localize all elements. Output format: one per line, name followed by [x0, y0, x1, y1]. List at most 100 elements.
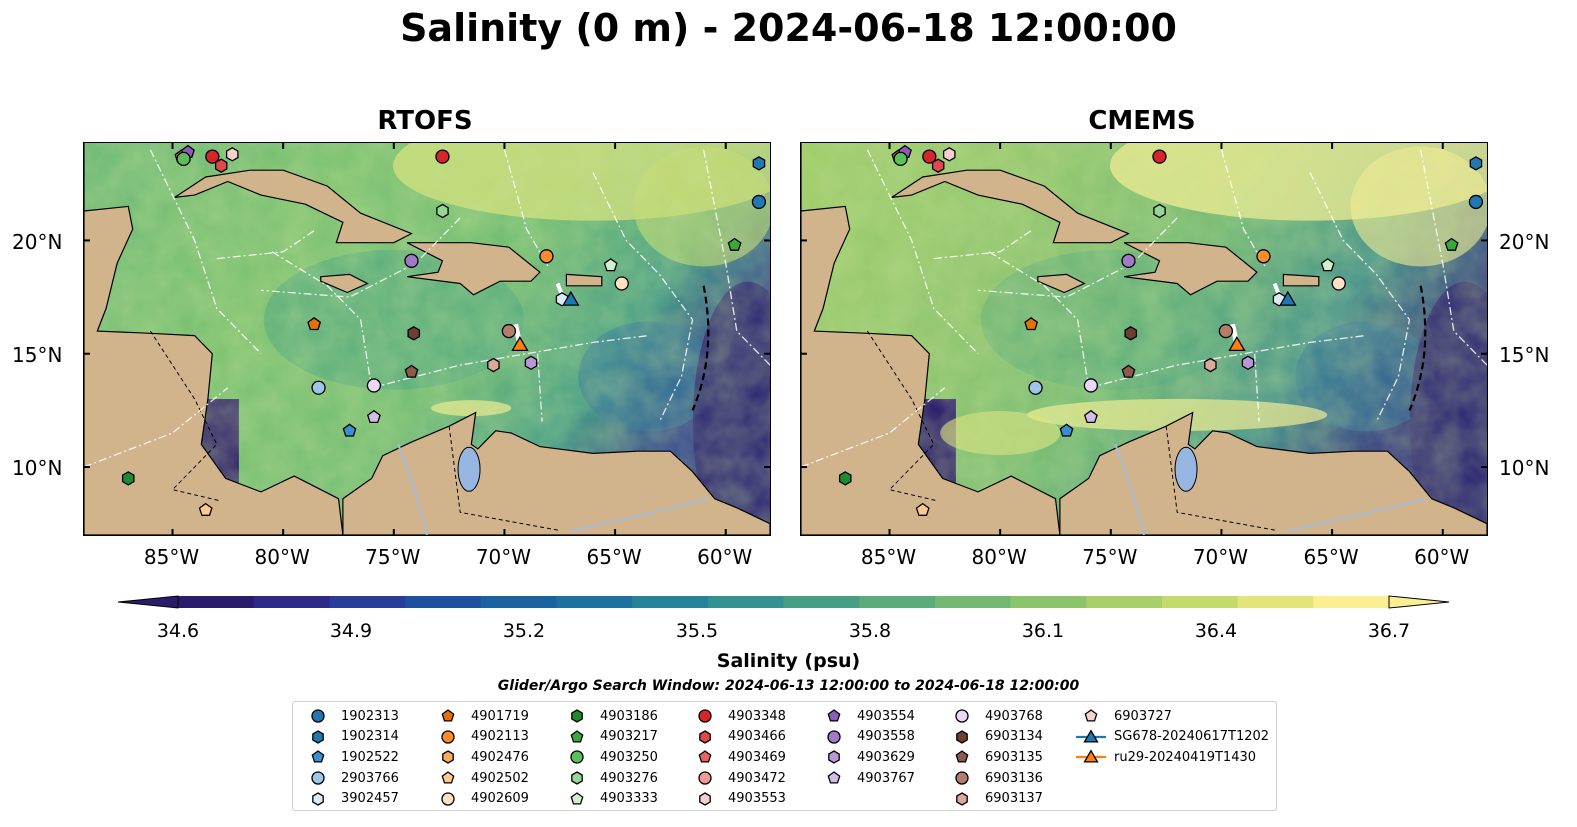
argo-float-4903768[interactable]: [1083, 378, 1099, 393]
argo-float-1902313[interactable]: [751, 194, 767, 210]
legend-marker[interactable]: [571, 709, 583, 724]
argo-float-4903217[interactable]: [1444, 237, 1459, 251]
legend-marker[interactable]: [827, 771, 841, 784]
legend-marker[interactable]: [441, 730, 455, 744]
argo-float-4903276[interactable]: [436, 203, 449, 219]
legend-marker[interactable]: [442, 750, 454, 765]
argo-float-4903558[interactable]: [404, 253, 419, 268]
glider-SG678-20240617T1202[interactable]: [1279, 290, 1297, 306]
legend-marker[interactable]: [441, 792, 455, 806]
legend-marker[interactable]: [698, 750, 712, 764]
legend-marker[interactable]: [699, 791, 711, 806]
legend-marker[interactable]: [956, 791, 968, 806]
argo-float-6903134[interactable]: [407, 326, 421, 341]
argo-float-4902113[interactable]: [1256, 249, 1271, 264]
argo-float-4903348[interactable]: [1152, 149, 1167, 164]
argo-float-4902609[interactable]: [614, 276, 629, 291]
argo-float-6903135[interactable]: [1121, 364, 1136, 378]
argo-float-1902313[interactable]: [1468, 194, 1484, 210]
argo-float-4903466[interactable]: [214, 158, 228, 173]
argo-float-4903767[interactable]: [1083, 409, 1098, 424]
legend-marker[interactable]: [828, 750, 840, 765]
argo-float-4903276[interactable]: [1153, 203, 1166, 219]
argo-float-4903348[interactable]: [435, 149, 450, 164]
legend-marker[interactable]: [698, 771, 712, 785]
argo-float-4903768[interactable]: [366, 378, 382, 393]
map-panel-rtofs[interactable]: [83, 142, 771, 536]
argo-float-4903348[interactable]: [922, 149, 937, 164]
argo-float-4903186[interactable]: [121, 471, 135, 486]
argo-float-4903553[interactable]: [942, 147, 956, 162]
argo-float-4903186[interactable]: [838, 471, 852, 486]
argo-float-6903136[interactable]: [501, 323, 517, 339]
legend-marker[interactable]: [571, 771, 583, 785]
argo-float-4903250[interactable]: [176, 151, 191, 167]
argo-float-4903466[interactable]: [931, 158, 945, 173]
legend-marker[interactable]: [570, 791, 584, 805]
legend-marker-icon: [698, 771, 712, 785]
argo-float-1902522[interactable]: [342, 423, 357, 437]
argo-float-4901719[interactable]: [1024, 316, 1039, 331]
legend-marker[interactable]: [1083, 729, 1099, 743]
argo-float-2903766[interactable]: [1028, 380, 1043, 395]
lon-label-85w-cmems: 85°W: [860, 545, 917, 569]
argo-float-4903348[interactable]: [205, 149, 220, 164]
legend-marker[interactable]: [311, 750, 325, 764]
glider-ru29-20240419T1430[interactable]: [1228, 335, 1246, 352]
glider-ru29-20240419T1430[interactable]: [511, 335, 529, 352]
argo-float-4903250[interactable]: [893, 151, 908, 167]
legend-marker[interactable]: [311, 709, 325, 723]
argo-float-4902502[interactable]: [198, 502, 213, 516]
legend-marker[interactable]: [827, 730, 841, 744]
argo-float-4903217[interactable]: [727, 237, 742, 251]
legend-column: 4903186 4903217 4903250 4903276 4903333: [562, 706, 658, 809]
legend-marker[interactable]: [827, 709, 841, 722]
argo-float-4901719[interactable]: [307, 316, 322, 331]
argo-float-4902113[interactable]: [539, 249, 554, 264]
legend-marker[interactable]: [955, 771, 969, 785]
legend-marker[interactable]: [955, 709, 969, 723]
legend-marker[interactable]: [570, 750, 584, 765]
argo-float-4903629[interactable]: [1241, 355, 1255, 371]
legend-marker[interactable]: [312, 730, 324, 744]
argo-float-1902314[interactable]: [752, 156, 766, 171]
argo-float-4903553[interactable]: [225, 147, 239, 162]
argo-float-6903135[interactable]: [404, 364, 419, 378]
argo-float-4902609[interactable]: [1331, 276, 1346, 291]
argo-float-4903558[interactable]: [1121, 253, 1136, 268]
argo-float-6903137[interactable]: [1204, 357, 1217, 373]
argo-float-4903333[interactable]: [603, 258, 618, 272]
argo-float-6903136[interactable]: [1218, 323, 1234, 339]
colorbar-tick-label: 36.4: [1194, 620, 1238, 642]
argo-float-4903767[interactable]: [366, 409, 381, 424]
argo-float-1902314[interactable]: [1469, 156, 1483, 171]
legend-marker[interactable]: [699, 730, 711, 744]
argo-float-6903134[interactable]: [1124, 326, 1138, 341]
argo-float-1902522[interactable]: [1059, 423, 1074, 437]
legend-marker[interactable]: [570, 730, 584, 743]
legend-marker[interactable]: [955, 750, 969, 764]
lon-label-60w-rtofs: 60°W: [697, 545, 753, 569]
legend-marker[interactable]: [698, 709, 712, 723]
legend-label: 6903134: [985, 729, 1043, 745]
legend-marker[interactable]: [441, 709, 455, 722]
legend-marker[interactable]: [1084, 709, 1098, 722]
legend: 1902313 1902314 1902522 2903766 3902457 49017…: [292, 701, 1277, 811]
argo-float-6903137[interactable]: [487, 357, 500, 373]
argo-float-4902502[interactable]: [915, 502, 930, 516]
glider-SG678-20240617T1202[interactable]: [562, 290, 580, 306]
legend-marker[interactable]: [311, 771, 325, 785]
legend-marker-icon: [571, 709, 583, 724]
legend-marker[interactable]: [956, 730, 968, 744]
argo-float-4903629[interactable]: [524, 355, 538, 371]
legend-marker[interactable]: [441, 771, 455, 784]
eez-boundary: [933, 228, 1034, 260]
legend-marker[interactable]: [1083, 749, 1099, 764]
argo-float-2903766[interactable]: [311, 380, 326, 395]
legend-marker[interactable]: [312, 791, 324, 806]
colorbar-tick-label: 35.2: [502, 620, 546, 642]
land-shape: [174, 169, 413, 244]
map-panel-cmems[interactable]: [800, 142, 1488, 536]
argo-float-4903333[interactable]: [1320, 258, 1335, 272]
legend-marker-icon: [441, 792, 455, 806]
